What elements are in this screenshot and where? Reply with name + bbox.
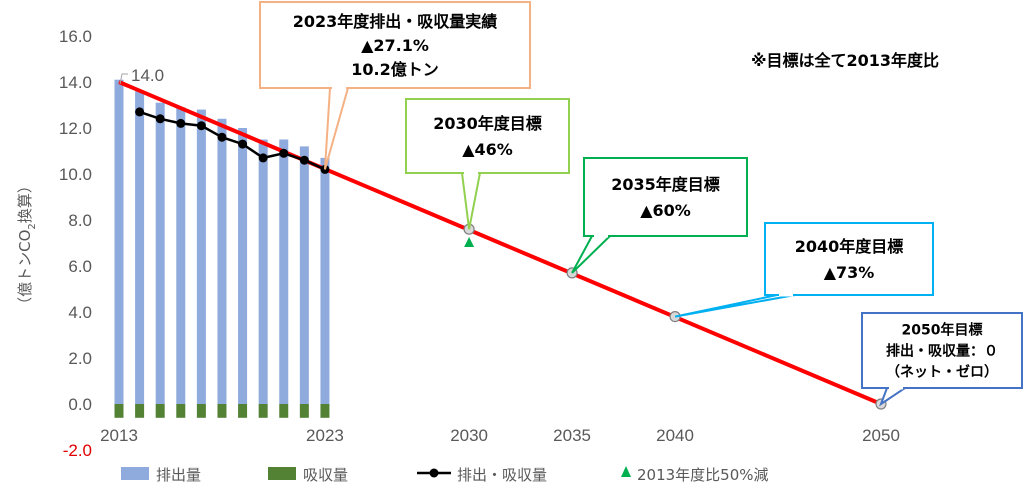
x-tick-label: 2035 bbox=[553, 426, 591, 445]
absorption-bar bbox=[217, 404, 227, 418]
callout-box bbox=[259, 1, 531, 89]
emission-bar bbox=[135, 91, 145, 404]
absorption-bar bbox=[238, 404, 248, 418]
x-tick-label: 2030 bbox=[450, 426, 488, 445]
legend-triangle-swatch bbox=[621, 466, 631, 477]
emission-bar bbox=[279, 139, 289, 404]
emission-bar bbox=[320, 157, 330, 404]
x-axis-ticks: 2013 2023 2030 2035 2040 2050 bbox=[100, 426, 900, 445]
callout-text: 2023年度排出・吸収量実績 bbox=[293, 12, 498, 31]
x-tick-label: 2023 bbox=[306, 426, 344, 445]
start-value-label: 14.0 bbox=[131, 66, 164, 85]
y-axis-label-subscript: 2 bbox=[27, 223, 38, 229]
legend-label: 排出量 bbox=[156, 466, 201, 484]
x-tick-label: 2040 bbox=[656, 426, 694, 445]
reduction-50-marker bbox=[464, 237, 475, 247]
legend-label: 2013年度比50%減 bbox=[637, 466, 769, 484]
callout-text: 2050年目標 bbox=[902, 322, 983, 339]
net-emission-point bbox=[258, 153, 268, 163]
y-tick-label: 16.0 bbox=[59, 27, 92, 46]
net-emission-point bbox=[279, 148, 289, 158]
callout-text: ▲46% bbox=[462, 140, 513, 159]
legend: 排出量 吸収量 排出・吸収量 2013年度比50%減 bbox=[121, 466, 769, 484]
legend-label: 吸収量 bbox=[303, 466, 348, 484]
annotations: 2023年度排出・吸収量実績 ▲27.1% 10.2億トン 2030年度目標 ▲46% 2… bbox=[259, 1, 1023, 407]
x-tick-label: 2013 bbox=[100, 426, 138, 445]
y-tick-label: 6.0 bbox=[68, 257, 92, 276]
line-series bbox=[135, 107, 475, 247]
emission-bar bbox=[176, 107, 186, 405]
callout-pointer bbox=[878, 387, 909, 407]
emission-bar bbox=[238, 128, 248, 404]
absorption-bar bbox=[176, 404, 186, 418]
callout-text: 2030年度目標 bbox=[433, 114, 542, 133]
y-tick-label: 4.0 bbox=[68, 303, 92, 322]
absorption-bar bbox=[155, 404, 165, 418]
legend-label: 排出・吸収量 bbox=[457, 466, 547, 484]
callout-text: ▲27.1% bbox=[361, 36, 429, 55]
callout-text: （ネット・ゼロ） bbox=[886, 364, 998, 381]
callout-box bbox=[405, 98, 570, 174]
callout-text: 排出・吸収量：０ bbox=[886, 343, 998, 360]
callout-pointer bbox=[323, 87, 350, 170]
y-tick-label: 12.0 bbox=[59, 119, 92, 138]
legend-swatch bbox=[268, 467, 296, 480]
callout-text: 10.2億トン bbox=[351, 60, 438, 79]
y-tick-label: -2.0 bbox=[63, 441, 92, 460]
callout-text: 2035年度目標 bbox=[611, 175, 720, 194]
target-basis-note: ※目標は全て2013年度比 bbox=[751, 51, 939, 70]
callout-text: 2040年度目標 bbox=[795, 237, 904, 256]
emission-bar bbox=[299, 146, 309, 404]
y-axis-label-part: （億トンCO bbox=[16, 230, 34, 312]
y-tick-label: 2.0 bbox=[68, 349, 92, 368]
y-axis-label: （億トンCO2換算） bbox=[16, 178, 38, 312]
callout-pointer bbox=[571, 235, 613, 274]
y-axis-ticks: 16.0 14.0 12.0 10.0 8.0 6.0 4.0 2.0 0.0 -2.0 bbox=[59, 27, 92, 460]
y-axis-label-part: 換算） bbox=[16, 178, 34, 223]
callout-box bbox=[861, 312, 1023, 389]
y-tick-label: 14.0 bbox=[59, 73, 92, 92]
emission-bar bbox=[155, 102, 165, 404]
net-emission-point bbox=[135, 107, 145, 117]
x-tick-label: 2050 bbox=[862, 426, 900, 445]
emission-bar bbox=[258, 139, 268, 404]
emission-bar bbox=[217, 118, 227, 405]
y-tick-label: 0.0 bbox=[68, 395, 92, 414]
net-emission-point bbox=[217, 132, 227, 142]
emission-bar bbox=[196, 109, 206, 404]
net-emission-point bbox=[196, 121, 206, 131]
emission-bar bbox=[114, 79, 124, 404]
callout-pointer bbox=[460, 172, 482, 230]
net-emission-point bbox=[299, 155, 309, 165]
absorption-bar bbox=[320, 404, 330, 418]
absorption-bar bbox=[196, 404, 206, 418]
absorption-bar bbox=[279, 404, 289, 418]
target-line bbox=[118, 80, 882, 406]
callout-text: ▲73% bbox=[824, 263, 875, 282]
y-tick-label: 8.0 bbox=[68, 211, 92, 230]
callout-box bbox=[583, 157, 748, 237]
absorption-bar bbox=[258, 404, 268, 418]
net-emission-point bbox=[155, 114, 165, 124]
net-emission-point bbox=[176, 118, 186, 128]
absorption-bar bbox=[135, 404, 145, 418]
legend-point-swatch bbox=[429, 468, 439, 478]
net-emission-point bbox=[238, 139, 248, 149]
legend-swatch bbox=[121, 467, 149, 480]
callout-box bbox=[764, 222, 934, 296]
y-tick-label: 10.0 bbox=[59, 165, 92, 184]
absorption-bar bbox=[114, 404, 124, 418]
absorption-bar bbox=[299, 404, 309, 418]
callout-text: ▲60% bbox=[640, 201, 691, 220]
start-label-leader bbox=[119, 73, 128, 85]
net-emission-line bbox=[139, 110, 326, 171]
callout-pointer bbox=[674, 294, 796, 318]
bar-series bbox=[114, 79, 330, 418]
